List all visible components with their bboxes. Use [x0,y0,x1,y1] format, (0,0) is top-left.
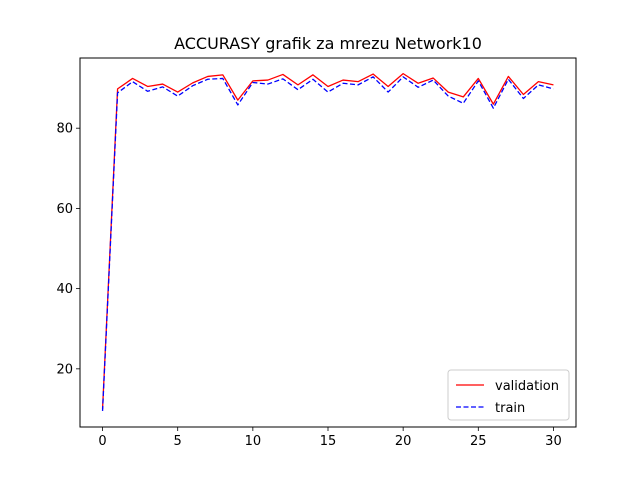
axes-frame [79,57,577,428]
plot-area: 0 5 10 15 20 25 30 20 40 60 80 [56,72,562,449]
y-tick-label: 20 [56,362,73,377]
x-tick-label: 10 [245,434,262,449]
legend: validation train [447,369,570,421]
chart-title: ACCURASY grafik za mrezu Network10 [174,34,482,53]
x-tick-label: 30 [545,434,562,449]
y-tick-label: 80 [56,122,73,137]
y-tick-label: 60 [56,202,73,217]
series-line-validation [101,72,554,409]
x-tick-label: 0 [98,434,106,449]
x-tick-label: 15 [320,434,337,449]
y-tick-label: 40 [56,282,73,297]
legend-train-label: train [495,401,525,416]
legend-validation-label: validation [495,379,559,394]
series-line-train [101,76,554,411]
x-tick-label: 20 [395,434,412,449]
x-tick-label: 5 [174,434,182,449]
x-tick-label: 25 [470,434,487,449]
legend-box [447,369,570,421]
